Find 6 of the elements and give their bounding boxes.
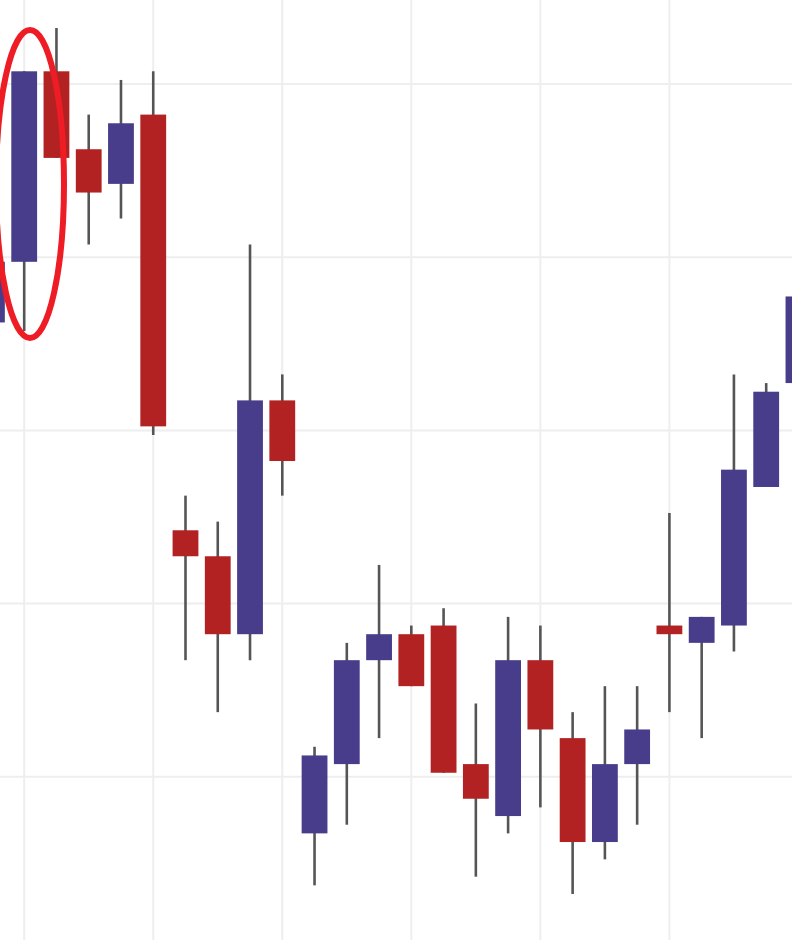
candlestick	[366, 563, 392, 740]
candlestick	[624, 684, 651, 827]
candlestick	[75, 113, 102, 246]
candlestick	[462, 702, 489, 878]
candlestick	[172, 494, 199, 662]
candlestick	[688, 615, 715, 740]
